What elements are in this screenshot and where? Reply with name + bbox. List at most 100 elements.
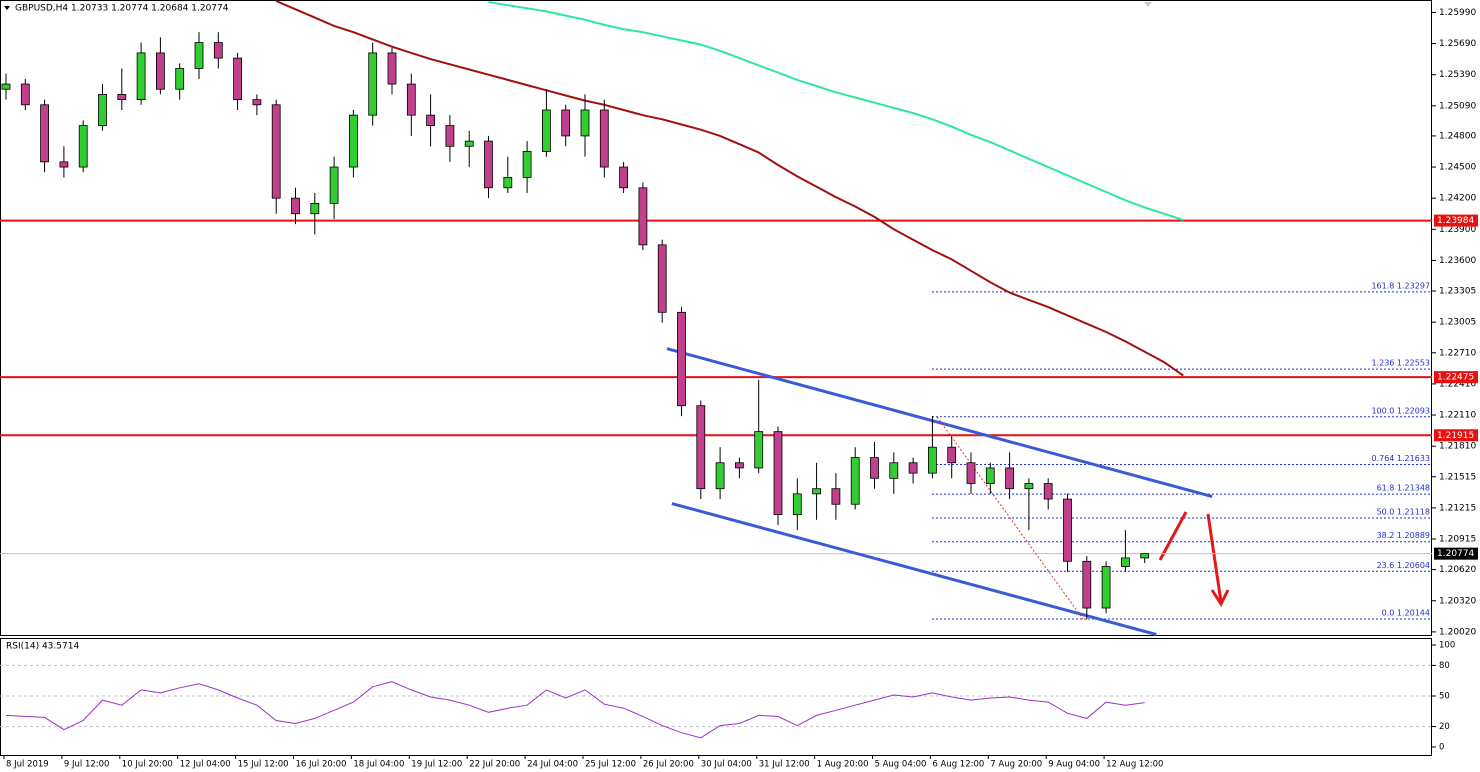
candle-body	[213, 42, 223, 59]
x-tick-label: 8 Jul 2019	[6, 760, 49, 770]
y-tick-label: 1.25990	[1439, 8, 1476, 18]
candle-body	[503, 177, 513, 189]
candle-body	[947, 446, 957, 464]
candle-body	[368, 52, 378, 116]
x-tick-label: 31 Jul 12:00	[759, 760, 810, 770]
moving-average	[275, 0, 1184, 377]
candle-body	[599, 109, 609, 168]
candle-body	[387, 52, 397, 85]
candle-body	[831, 488, 841, 505]
y-tick-label: 1.24200	[1439, 194, 1476, 204]
x-tick-label: 30 Jul 04:00	[701, 760, 752, 770]
price-panel	[0, 0, 1432, 636]
y-tick-label: 1.20020	[1439, 627, 1476, 637]
fib-label: 38.2 1.20889	[1377, 531, 1430, 540]
y-tick-label: 1.23305	[1439, 287, 1476, 297]
candle-body	[1024, 483, 1034, 490]
y-tick-label: 1.20915	[1439, 535, 1476, 545]
y-tick-label: 1.23900	[1439, 225, 1476, 235]
candle-body	[155, 52, 165, 90]
fib-label: 50.0 1.21118	[1377, 507, 1430, 516]
y-tick-label: 1.23005	[1439, 318, 1476, 328]
rsi-tick-label: 100	[1439, 641, 1455, 651]
x-tick-label: 5 Aug 04:00	[875, 760, 927, 770]
candle-body	[1140, 553, 1150, 559]
fib-label: 0.764 1.21633	[1371, 454, 1430, 463]
rsi-tick-label: 50	[1439, 692, 1450, 702]
candle-body	[580, 109, 590, 137]
y-tick-label: 1.21215	[1439, 503, 1476, 513]
candle-body	[715, 462, 725, 490]
x-tick-label: 9 Jul 12:00	[64, 760, 110, 770]
candle-body	[1005, 467, 1014, 490]
candle-body	[908, 462, 918, 474]
candle-body	[1043, 483, 1053, 500]
candle-body	[271, 104, 281, 199]
fib-label: 161.8 1.23297	[1371, 281, 1430, 290]
trendline	[671, 502, 1157, 636]
candle-body	[406, 83, 416, 116]
x-tick-label: 25 Jul 12:00	[585, 760, 636, 770]
candle-body	[233, 57, 243, 101]
x-tick-label: 9 Aug 04:00	[1048, 760, 1100, 770]
y-tick-label: 1.25390	[1439, 70, 1476, 80]
y-tick-label: 1.22410	[1439, 379, 1476, 389]
candle-body	[696, 405, 706, 490]
fib-label: 23.6 1.20604	[1377, 561, 1430, 570]
y-tick-label: 1.21810	[1439, 442, 1476, 452]
y-tick-label: 1.22710	[1439, 348, 1476, 358]
candle-body	[1121, 557, 1130, 567]
level-label: 1.21915	[1437, 431, 1474, 441]
y-tick-label: 1.21515	[1439, 472, 1476, 482]
x-tick-label: 7 Aug 20:00	[990, 760, 1042, 770]
x-tick-label: 12 Jul 04:00	[180, 760, 231, 770]
rsi-line	[5, 681, 1145, 739]
x-tick-label: 1 Aug 20:00	[817, 760, 869, 770]
y-tick-label: 1.24500	[1439, 163, 1476, 173]
candle-body	[1063, 498, 1072, 562]
candle-body	[484, 140, 493, 189]
fib-label: 61.8 1.21348	[1377, 484, 1430, 493]
candle-body	[754, 431, 764, 469]
y-tick-label: 1.20620	[1439, 565, 1476, 575]
x-tick-label: 15 Jul 12:00	[238, 760, 289, 770]
candle-body	[985, 467, 995, 484]
candle-body	[464, 140, 474, 147]
candle-body	[735, 462, 744, 469]
x-tick-label: 12 Aug 12:00	[1106, 760, 1163, 770]
y-tick-label: 1.23600	[1439, 256, 1476, 266]
candle-body	[59, 161, 69, 168]
candle-body	[1101, 566, 1111, 609]
candle-body	[870, 457, 879, 479]
x-tick-label: 22 Jul 20:00	[469, 760, 520, 770]
y-tick-label: 1.25690	[1439, 39, 1476, 49]
candle-body	[966, 462, 976, 484]
candle-body	[522, 151, 532, 178]
candle-body	[40, 104, 49, 163]
candle-body	[426, 114, 436, 126]
candle-body	[928, 446, 937, 474]
candle-body	[78, 125, 88, 168]
candle-body	[773, 431, 783, 516]
x-tick-label: 6 Aug 12:00	[932, 760, 984, 770]
candle-body	[252, 99, 262, 106]
level-tag	[1434, 214, 1478, 227]
current-price-label: 1.20774	[1437, 549, 1474, 559]
rsi-header: RSI(14) 43.5714	[6, 642, 79, 652]
fib-label: 100.0 1.22093	[1371, 406, 1430, 415]
candle-body	[194, 42, 204, 69]
candle-body	[677, 311, 686, 407]
candle-body	[98, 94, 107, 126]
forecast-arrows	[1158, 511, 1230, 608]
rsi-tick-label: 0	[1439, 743, 1444, 753]
symbol-menu-icon[interactable]	[4, 6, 10, 10]
level-tag	[1434, 371, 1478, 384]
fib-label: 0.0 1.20144	[1382, 609, 1430, 618]
rsi-tick-label: 80	[1439, 661, 1450, 671]
candle-body	[542, 109, 551, 152]
candle-body	[889, 462, 899, 479]
candle-body	[329, 166, 339, 204]
candle-body	[1, 83, 11, 90]
trendline	[666, 347, 1213, 499]
